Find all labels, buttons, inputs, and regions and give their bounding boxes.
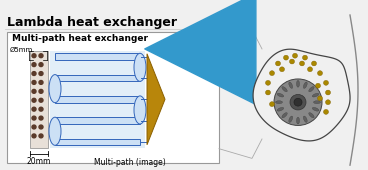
Circle shape bbox=[280, 67, 284, 72]
Ellipse shape bbox=[309, 113, 314, 118]
Circle shape bbox=[39, 125, 43, 129]
Circle shape bbox=[39, 72, 43, 75]
Circle shape bbox=[290, 95, 306, 110]
Bar bbox=[50, 51, 145, 148]
Ellipse shape bbox=[314, 101, 321, 104]
Bar bbox=[55, 75, 140, 81]
Ellipse shape bbox=[134, 53, 146, 81]
Circle shape bbox=[32, 89, 36, 93]
Ellipse shape bbox=[49, 117, 61, 145]
Circle shape bbox=[318, 71, 322, 76]
Circle shape bbox=[39, 54, 43, 58]
Circle shape bbox=[32, 116, 36, 120]
Circle shape bbox=[39, 81, 43, 84]
Circle shape bbox=[274, 79, 322, 125]
Circle shape bbox=[32, 54, 36, 58]
Circle shape bbox=[293, 53, 297, 58]
Bar bbox=[55, 117, 140, 124]
Ellipse shape bbox=[289, 116, 293, 122]
Ellipse shape bbox=[276, 101, 283, 104]
Circle shape bbox=[294, 98, 302, 106]
Text: 20mm: 20mm bbox=[27, 157, 51, 166]
Bar bbox=[55, 139, 140, 145]
Circle shape bbox=[283, 55, 289, 60]
Ellipse shape bbox=[282, 87, 287, 92]
Circle shape bbox=[276, 61, 280, 66]
Circle shape bbox=[265, 80, 270, 85]
Bar bbox=[30, 51, 48, 148]
Text: Lambda heat exchanger: Lambda heat exchanger bbox=[7, 16, 177, 29]
Ellipse shape bbox=[303, 82, 307, 88]
Circle shape bbox=[302, 55, 308, 60]
Circle shape bbox=[32, 125, 36, 129]
Ellipse shape bbox=[297, 80, 300, 87]
Circle shape bbox=[265, 90, 270, 95]
Circle shape bbox=[32, 63, 36, 67]
Circle shape bbox=[32, 134, 36, 138]
Ellipse shape bbox=[282, 113, 287, 118]
Circle shape bbox=[326, 90, 330, 95]
Circle shape bbox=[323, 80, 329, 85]
Text: Ø5mm: Ø5mm bbox=[10, 47, 33, 53]
Circle shape bbox=[39, 63, 43, 67]
Ellipse shape bbox=[134, 96, 146, 124]
Polygon shape bbox=[253, 49, 350, 141]
Bar bbox=[55, 53, 140, 60]
Circle shape bbox=[318, 96, 322, 101]
Circle shape bbox=[39, 98, 43, 102]
Circle shape bbox=[32, 81, 36, 84]
Circle shape bbox=[323, 109, 329, 114]
Circle shape bbox=[269, 102, 275, 107]
Ellipse shape bbox=[303, 116, 307, 122]
Circle shape bbox=[39, 116, 43, 120]
Polygon shape bbox=[147, 54, 165, 145]
Bar bbox=[7, 31, 219, 163]
Circle shape bbox=[326, 100, 330, 105]
Ellipse shape bbox=[309, 87, 314, 92]
Ellipse shape bbox=[312, 107, 319, 111]
Circle shape bbox=[315, 83, 321, 88]
Ellipse shape bbox=[277, 107, 284, 111]
Ellipse shape bbox=[289, 82, 293, 88]
Circle shape bbox=[290, 59, 294, 64]
Text: Refrigerant: Refrigerant bbox=[173, 44, 216, 53]
Bar bbox=[55, 96, 140, 103]
Circle shape bbox=[269, 71, 275, 76]
Ellipse shape bbox=[312, 93, 319, 97]
Ellipse shape bbox=[277, 93, 284, 97]
Circle shape bbox=[311, 61, 316, 66]
Circle shape bbox=[32, 72, 36, 75]
Circle shape bbox=[39, 107, 43, 111]
Circle shape bbox=[39, 134, 43, 138]
Ellipse shape bbox=[297, 117, 300, 124]
Circle shape bbox=[39, 89, 43, 93]
Circle shape bbox=[300, 61, 304, 66]
Ellipse shape bbox=[49, 75, 61, 103]
Circle shape bbox=[32, 107, 36, 111]
Circle shape bbox=[32, 98, 36, 102]
Text: Multi-path (image): Multi-path (image) bbox=[94, 158, 166, 167]
Circle shape bbox=[308, 67, 312, 72]
Text: Multi-path heat exchanger: Multi-path heat exchanger bbox=[12, 34, 148, 43]
